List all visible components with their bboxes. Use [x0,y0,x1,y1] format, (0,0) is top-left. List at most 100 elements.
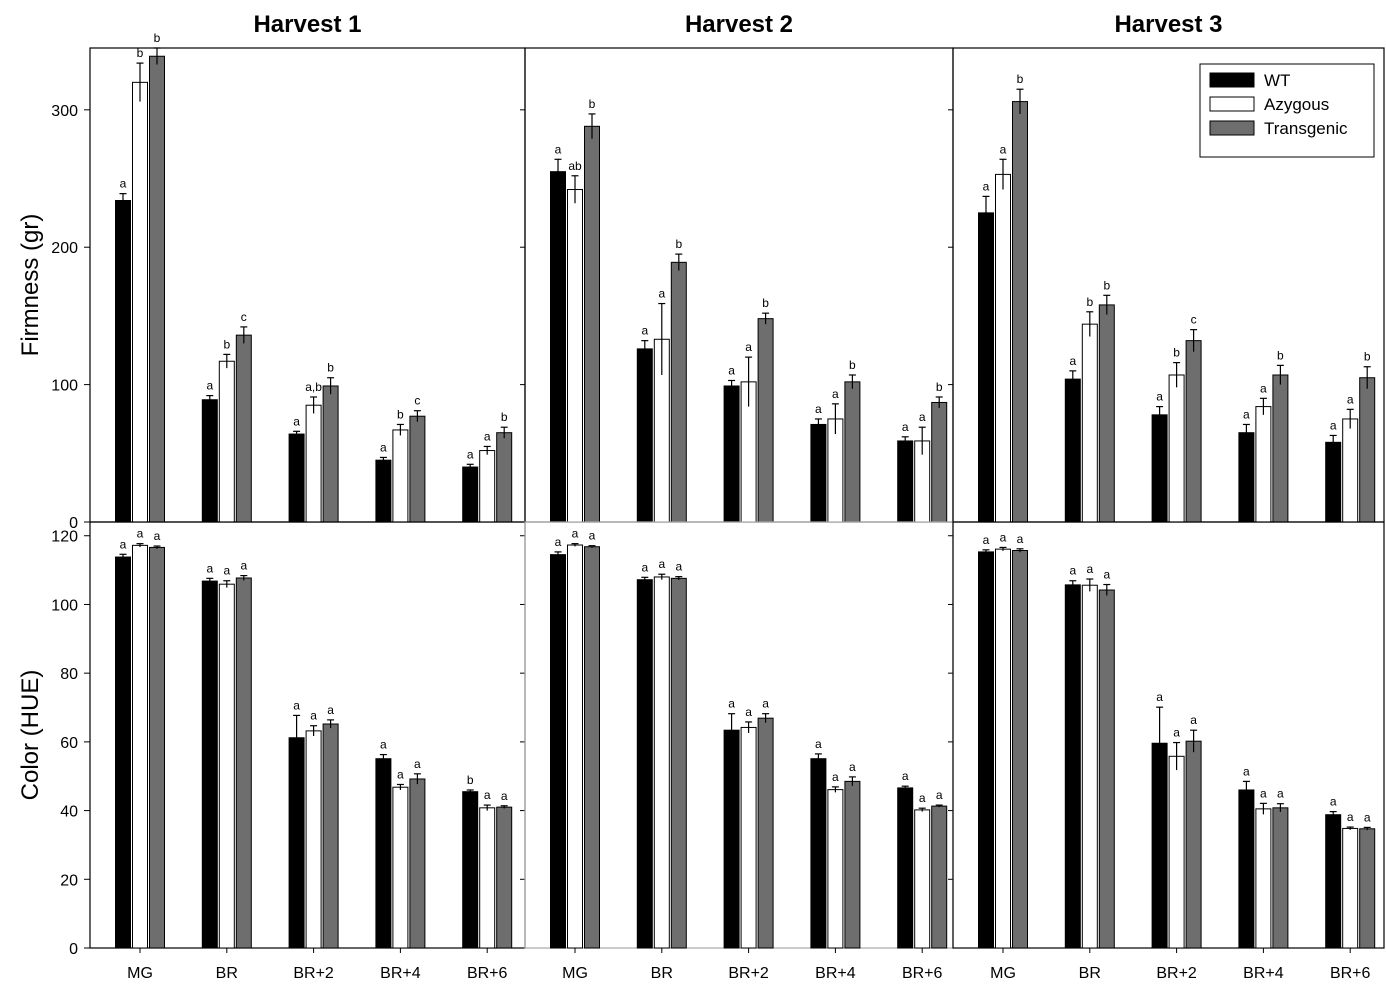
significance-letter: a [1347,392,1354,406]
significance-letter: a [1243,764,1250,778]
legend-swatch-wt [1209,72,1255,88]
y-tick-label: 40 [60,804,78,821]
significance-letter: a [484,788,491,802]
significance-letter: a [1190,713,1197,727]
significance-letter: b [1017,72,1024,86]
bar-azygous-br [1081,323,1098,523]
x-tick-label: BR [651,965,673,982]
significance-letter: a [832,770,839,784]
bar-transgenic-mg [1012,101,1028,523]
significance-letter: a [1243,407,1250,421]
x-tick-label: BR+6 [1330,965,1371,982]
x-tick-label: BR [1079,965,1101,982]
bar-wt-brplus4 [375,459,392,523]
legend-label-azygous: Azygous [1264,95,1329,114]
bar-transgenic-brplus6 [496,432,513,523]
bar-wt-brplus6 [897,787,914,949]
significance-letter: a [919,410,926,424]
significance-letter: a [936,788,943,802]
bar-wt-brplus2 [1151,414,1168,523]
bar-wt-mg [550,171,566,523]
significance-letter: a [658,287,665,301]
y-tick-label: 300 [51,103,78,120]
significance-letter: b [589,97,596,111]
significance-letter: a [1330,418,1337,432]
bar-wt-br [1064,584,1081,949]
x-tick-label: MG [127,965,153,982]
bar-wt-brplus6 [1325,814,1342,949]
significance-letter: a [641,560,648,574]
significance-letter: a [745,340,752,354]
x-tick-label: BR+4 [380,965,421,982]
significance-letter: b [327,361,334,375]
significance-letter: a [658,557,665,571]
bar-transgenic-brplus2 [1185,340,1202,523]
bar-azygous-br [1081,584,1098,949]
bar-wt-brplus4 [1238,432,1255,523]
significance-letter: b [397,407,404,421]
significance-letter: b [1103,278,1110,292]
bar-azygous-brplus2 [1168,755,1185,949]
bar-azygous-brplus6 [1342,827,1359,949]
harvest-title-2: Harvest 2 [685,11,793,38]
significance-letter: b [849,358,856,372]
y-tick-label: 0 [69,515,78,532]
bar-transgenic-br [1098,304,1115,523]
x-tick-label: MG [990,965,1016,982]
significance-letter: a [815,402,822,416]
bar-azygous-brplus2 [305,730,322,949]
bar-wt-br [1064,378,1081,523]
bar-transgenic-brplus2 [1185,740,1202,949]
significance-letter: a [240,559,247,573]
bar-wt-br [201,399,218,523]
bar-wt-brplus6 [1325,441,1342,523]
significance-letter: b [1277,348,1284,362]
bar-azygous-brplus6 [479,807,496,949]
significance-letter: a [223,564,230,578]
significance-letter: a [1156,390,1163,404]
harvest-title-1: Harvest 1 [253,11,361,38]
significance-letter: a [745,705,752,719]
significance-letter: a [1260,786,1267,800]
bar-azygous-brplus2 [740,726,757,949]
significance-letter: a [1330,795,1337,809]
y-tick-label: 0 [69,941,78,958]
bar-transgenic-brplus4 [844,780,861,949]
bar-wt-brplus4 [375,758,392,949]
bar-azygous-br [218,583,235,949]
bar-transgenic-br [235,334,252,523]
bar-transgenic-brplus6 [496,806,513,949]
y-axis-label-1: Firmness (gr) [17,214,44,357]
significance-letter: a [589,529,596,543]
significance-letter: a [154,529,161,543]
bar-azygous-mg [995,173,1011,523]
significance-letter: a [1069,354,1076,368]
bar-transgenic-br [235,577,252,949]
bar-wt-brplus2 [723,729,740,949]
y-tick-label: 200 [51,240,78,257]
bar-azygous-brplus2 [1168,374,1185,523]
significance-letter: a [1277,787,1284,801]
significance-letter: a [120,177,127,191]
significance-letter: a [728,363,735,377]
y-axis-label-2: Color (HUE) [17,670,44,801]
bar-azygous-brplus4 [827,789,844,949]
significance-letter: b [762,296,769,310]
x-tick-label: BR+2 [1156,965,1197,982]
significance-letter: c [241,310,247,324]
bar-transgenic-brplus2 [322,723,339,949]
legend-label-transgenic: Transgenic [1264,119,1348,138]
significance-letter: a [1156,690,1163,704]
bar-transgenic-brplus2 [757,717,774,949]
bar-wt-mg [550,554,566,949]
significance-letter: a [137,527,144,541]
bar-azygous-brplus2 [305,404,322,523]
significance-letter: a [501,789,508,803]
bar-wt-mg [115,200,131,523]
significance-letter: a [1364,810,1371,824]
bar-wt-brplus4 [1238,789,1255,949]
significance-letter: a [572,527,579,541]
significance-letter: a [902,769,909,783]
bar-wt-brplus6 [462,791,479,949]
